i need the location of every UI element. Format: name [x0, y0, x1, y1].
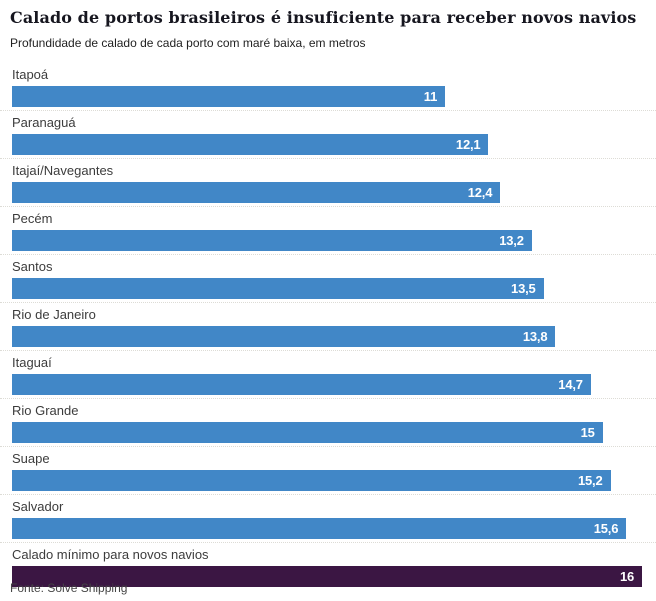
bar-row: Paranaguá 12,1	[0, 110, 656, 155]
bar-value: 13,2	[499, 233, 524, 248]
bar-row: Santos 13,5	[0, 254, 656, 299]
bar-value: 16	[619, 569, 634, 584]
bar-track: 15,6	[12, 518, 642, 539]
bar-label: Itaguaí	[12, 355, 52, 370]
bar: 16	[12, 566, 642, 587]
bar: 15,2	[12, 470, 611, 491]
bar-label: Rio Grande	[12, 403, 79, 418]
bar-row: Rio Grande 15	[0, 398, 656, 443]
bar: 12,1	[12, 134, 489, 155]
bar-row: Itaguaí 14,7	[0, 350, 656, 395]
bar-row: Pecém 13,2	[0, 206, 656, 251]
bar-track: 12,1	[12, 134, 642, 155]
bar-row: Itapoá 11	[0, 63, 656, 107]
bar: 12,4	[12, 182, 501, 203]
bar-value: 15,6	[593, 521, 619, 536]
bar: 15	[12, 422, 603, 443]
bar-track: 11	[12, 86, 642, 107]
bar-label: Suape	[12, 451, 50, 466]
bar: 13,8	[12, 326, 556, 347]
bar-value: 13,5	[511, 281, 536, 296]
bar-label: Santos	[12, 259, 53, 274]
bar-row: Calado mínimo para novos navios 16	[0, 542, 656, 587]
bar-label: Calado mínimo para novos navios	[12, 547, 209, 562]
bar-label: Pecém	[12, 211, 53, 226]
bar: 14,7	[12, 374, 591, 395]
bar-value: 14,7	[558, 377, 583, 392]
bar-track: 13,8	[12, 326, 642, 347]
bar: 15,6	[12, 518, 627, 539]
bar-track: 15	[12, 422, 642, 443]
bar-value: 12,4	[467, 185, 493, 200]
bar-value: 15	[580, 425, 595, 440]
bar-label: Salvador	[12, 499, 64, 514]
chart-subtitle: Profundidade de calado de cada porto com…	[10, 36, 366, 50]
bar-row: Suape 15,2	[0, 446, 656, 491]
bar-label: Itajaí/Navegantes	[12, 163, 114, 178]
chart-title: Calado de portos brasileiros é insuficie…	[10, 8, 637, 27]
bar-value: 11	[423, 89, 438, 104]
bar-track: 12,4	[12, 182, 642, 203]
source-note: Fonte: Solve Shipping	[10, 581, 128, 595]
bar-row: Rio de Janeiro 13,8	[0, 302, 656, 347]
bar-value: 15,2	[577, 473, 603, 488]
bar-row: Itajaí/Navegantes 12,4	[0, 158, 656, 203]
bar-value: 13,8	[522, 329, 548, 344]
bar-chart: Itapoá 11 Paranaguá 12,1 Itajaí/Navegant…	[0, 63, 656, 587]
bar: 13,5	[12, 278, 544, 299]
bar-label: Rio de Janeiro	[12, 307, 96, 322]
bar-track: 13,2	[12, 230, 642, 251]
bar-track: 14,7	[12, 374, 642, 395]
bar-label: Paranaguá	[12, 115, 76, 130]
bar-value: 12,1	[455, 137, 481, 152]
bar-row: Salvador 15,6	[0, 494, 656, 539]
bar: 11	[12, 86, 446, 107]
bar-track: 13,5	[12, 278, 642, 299]
bar-label: Itapoá	[12, 67, 49, 82]
bar-track: 16	[12, 566, 642, 587]
chart-header: Calado de portos brasileiros é insuficie…	[0, 0, 656, 50]
bar-track: 15,2	[12, 470, 642, 491]
bar: 13,2	[12, 230, 532, 251]
